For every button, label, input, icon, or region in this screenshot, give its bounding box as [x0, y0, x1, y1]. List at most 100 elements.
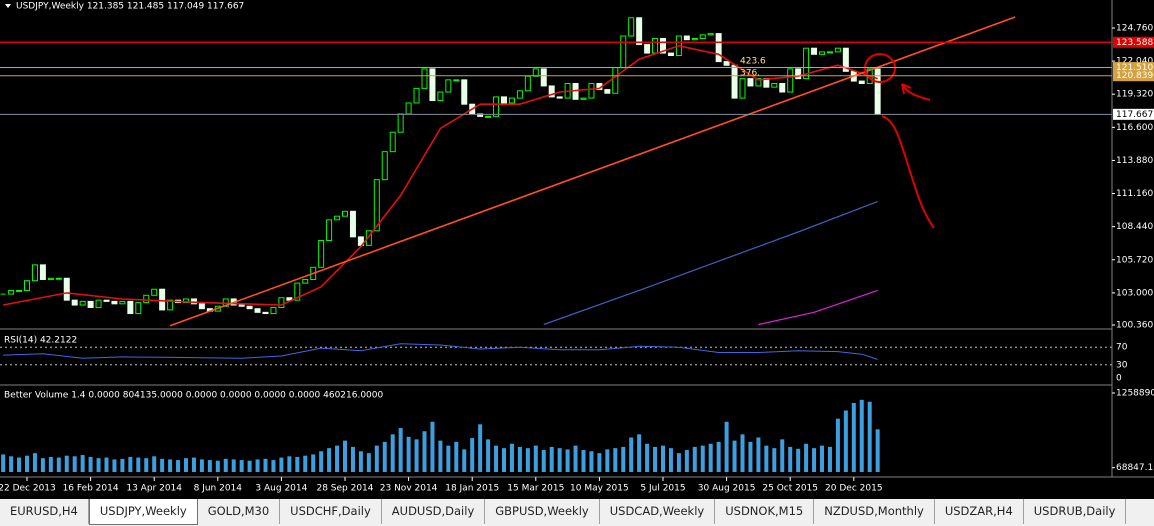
candle	[739, 78, 746, 99]
volume-bar	[112, 459, 117, 472]
candle	[795, 68, 802, 80]
volume-bar	[684, 450, 689, 472]
background	[0, 0, 1154, 499]
volume-bar	[263, 458, 268, 472]
level-tag	[1113, 36, 1154, 48]
candle	[63, 277, 70, 301]
x-tick-label: 23 Nov 2014	[380, 484, 438, 494]
volume-bar	[517, 446, 522, 472]
candle	[731, 64, 738, 99]
candle	[787, 68, 794, 93]
volume-bar	[716, 441, 721, 472]
annotation: 376.	[740, 69, 760, 79]
y-tick-label: 103.000	[1116, 288, 1153, 298]
candle	[779, 83, 786, 93]
volume-bar	[549, 446, 554, 472]
candle	[556, 96, 563, 99]
tab[interactable]: USDJPY,Weekly	[88, 499, 198, 525]
volume-bar	[120, 458, 125, 472]
volume-bar	[605, 449, 610, 472]
volume-bar	[764, 445, 769, 472]
candle	[652, 37, 659, 54]
volume-bar	[796, 448, 801, 472]
candle	[723, 61, 730, 66]
candle	[501, 96, 507, 104]
tab[interactable]: USDCAD,Weekly	[600, 499, 716, 524]
volume-bar	[422, 431, 427, 472]
tab[interactable]: GBPUSD,Weekly	[485, 499, 600, 524]
candle	[342, 210, 348, 217]
volume-bar	[700, 445, 705, 472]
candle	[87, 300, 94, 308]
volume-bar	[176, 460, 181, 472]
volume-bar	[788, 446, 793, 472]
candle	[238, 304, 245, 307]
candle	[548, 85, 555, 98]
volume-bar	[843, 410, 848, 472]
candle	[405, 102, 412, 115]
volume-bar	[406, 436, 411, 472]
drawn-projection	[881, 115, 935, 229]
y-tick-label: 116.600	[1116, 123, 1153, 133]
tab[interactable]: GOLD,M30	[198, 499, 281, 524]
volume-bar	[358, 451, 363, 472]
candle	[31, 264, 38, 282]
candle	[413, 87, 420, 104]
candle	[55, 277, 62, 280]
candle	[167, 299, 174, 311]
volume-bar	[327, 448, 332, 472]
tab[interactable]: USDZAR,H4	[935, 499, 1024, 524]
volume-bar	[525, 448, 530, 472]
tab[interactable]: NZDUSD,Monthly	[814, 499, 935, 524]
tab[interactable]: USDCHF,Daily	[280, 499, 382, 524]
volume-bar	[80, 455, 85, 472]
candle	[580, 97, 587, 100]
volume-bar	[732, 440, 737, 472]
volume-bar	[9, 456, 14, 472]
volume-bar	[199, 459, 204, 472]
y-tick-label: 119.320	[1116, 90, 1153, 100]
volume-bar	[676, 453, 681, 472]
volume-bar	[740, 434, 745, 472]
volume-bar	[350, 446, 355, 472]
volume-bar	[247, 460, 252, 472]
candle	[437, 91, 444, 102]
drawn-arrow	[901, 83, 931, 101]
volume-bar	[533, 445, 538, 472]
volume-bar	[382, 441, 387, 472]
tab[interactable]: USDNOK,M15	[715, 499, 815, 524]
volume-bar	[311, 454, 316, 472]
candle	[294, 282, 301, 301]
volume-bar	[478, 424, 483, 472]
volume-bar	[653, 446, 658, 472]
volume-bar	[231, 459, 236, 472]
candle	[485, 115, 492, 118]
candle	[667, 52, 674, 57]
volume-bar	[748, 441, 753, 472]
y-tick-label: 113.880	[1116, 156, 1153, 166]
volume-bar	[271, 460, 276, 472]
volume-bar	[446, 445, 451, 472]
volume-bar	[390, 434, 395, 472]
volume-bar	[32, 453, 37, 472]
menu-arrow[interactable]	[5, 4, 11, 8]
tab[interactable]: USDRUB,Daily	[1024, 499, 1127, 524]
volume-bar	[104, 457, 109, 472]
candle	[365, 230, 372, 246]
y-tick-label: 105.720	[1116, 255, 1153, 265]
candle	[699, 34, 706, 39]
volume-bar	[335, 445, 340, 472]
candle	[683, 35, 690, 41]
tab[interactable]: AUDUSD,Daily	[382, 499, 486, 524]
volume-bar	[565, 449, 570, 472]
candle	[24, 280, 30, 291]
volume-label: Better Volume 1.4 0.0000 804135.0000 0.0…	[4, 391, 384, 401]
y-tick-label: 111.160	[1116, 189, 1153, 199]
candle	[644, 44, 651, 54]
volume-bar	[851, 402, 856, 472]
volume-bar	[343, 440, 347, 472]
candle	[111, 300, 118, 305]
volume-bar	[128, 456, 133, 472]
tab[interactable]: EURUSD,H4	[0, 499, 89, 524]
candle	[508, 97, 515, 104]
